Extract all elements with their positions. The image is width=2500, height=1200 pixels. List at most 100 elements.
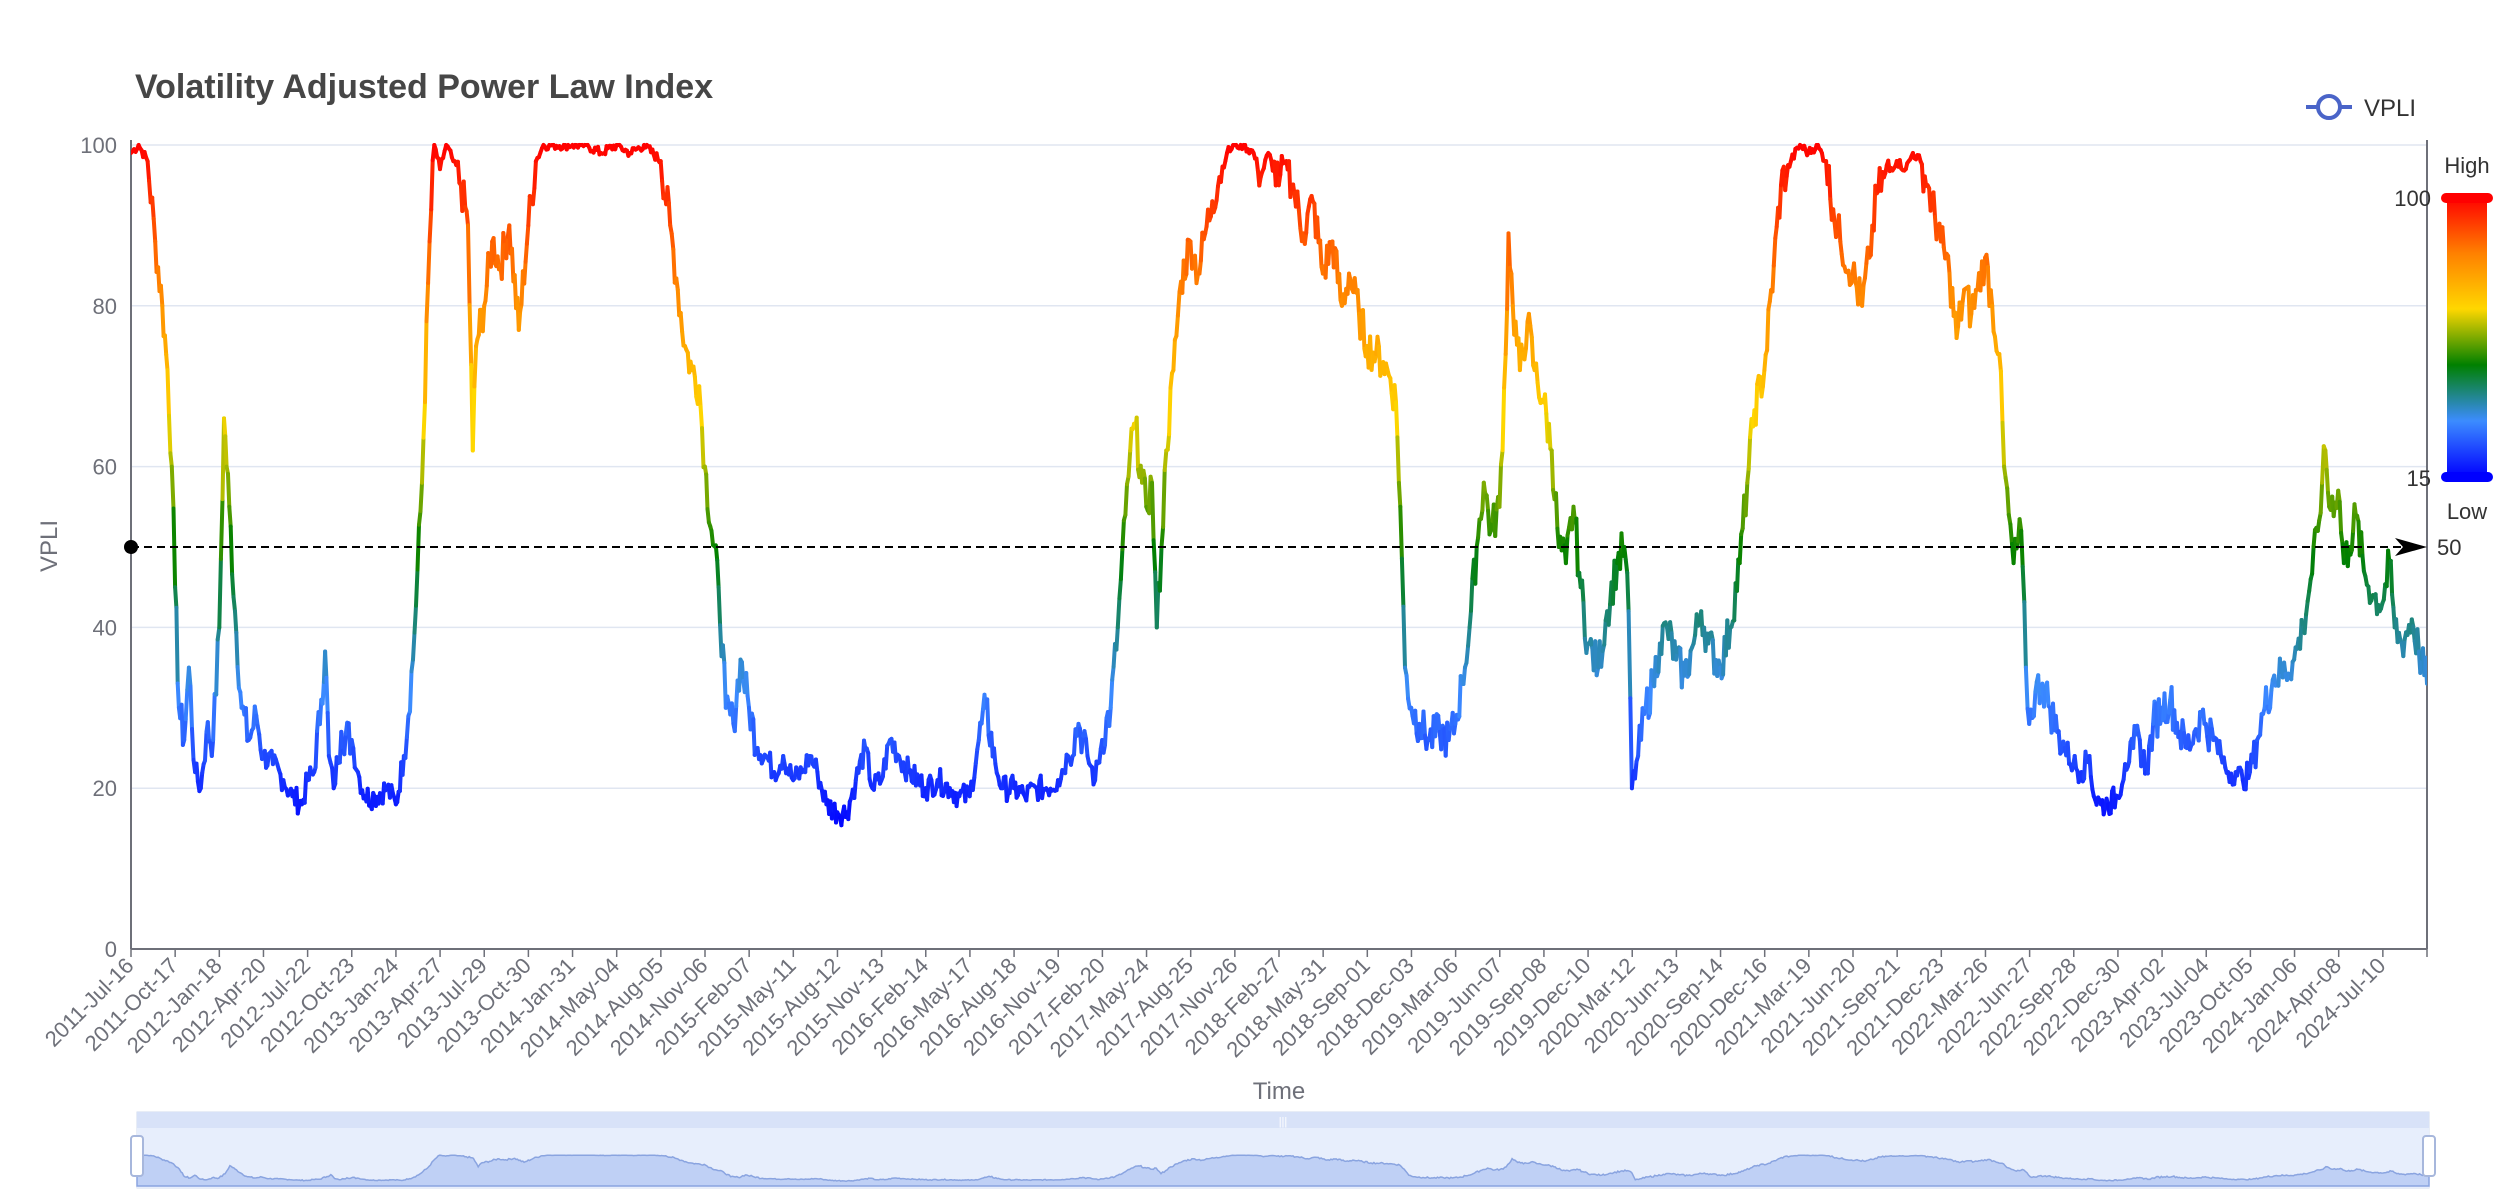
series-segment (194, 761, 200, 784)
series-segment (404, 714, 411, 739)
series-segment (162, 333, 169, 357)
series-segment (1097, 746, 1103, 765)
series-segment (2411, 624, 2417, 644)
series-vpli[interactable] (131, 143, 2427, 828)
series-segment (1950, 286, 1956, 318)
series-segment (426, 239, 432, 285)
data-zoom-preview-area (136, 1154, 2430, 1187)
series-segment (1296, 208, 1303, 231)
series-segment (420, 435, 426, 485)
series-segment (979, 707, 985, 726)
series-segment (1118, 547, 1125, 582)
series-segment (852, 778, 858, 800)
x-axis-name: Time (1253, 1078, 1305, 1105)
series-segment (2203, 721, 2210, 739)
legend-circle-icon (2316, 94, 2342, 120)
series-segment (2042, 686, 2048, 709)
series-segment (1493, 507, 1499, 538)
series-segment (1107, 705, 1113, 728)
series-segment (2268, 688, 2274, 710)
series-segment (1174, 313, 1180, 338)
visual-map-high-label: High (2444, 153, 2489, 178)
series-segment (2020, 564, 2027, 605)
series-segment (173, 585, 179, 610)
series-segment (1509, 271, 1515, 308)
data-zoom-grip-icon: ||| (1279, 1116, 1288, 1128)
y-grid (131, 144, 2427, 950)
series-segment (483, 283, 489, 303)
series-segment (1036, 778, 1042, 802)
series-segment (739, 660, 746, 683)
series-segment (1128, 426, 1134, 453)
series-segment (182, 717, 188, 742)
series-segment (1743, 480, 1750, 518)
series-segment (1461, 665, 1467, 686)
series-segment (1469, 576, 1475, 613)
series-segment (1134, 415, 1141, 472)
series-segment (1760, 368, 1767, 389)
series-segment (1157, 545, 1164, 593)
series-segment (1084, 737, 1090, 758)
series-segment (2023, 665, 2030, 711)
series-segment (992, 746, 998, 767)
series-segment (414, 567, 420, 608)
series-segment (339, 729, 345, 753)
data-zoom-left-handle[interactable] (130, 1135, 144, 1177)
series-segment (2180, 718, 2186, 735)
series-segment (167, 413, 173, 456)
series-segment (2166, 697, 2173, 715)
series-segment (1606, 602, 1613, 627)
series-segment (1184, 237, 1190, 276)
series-segment (2005, 486, 2011, 517)
series-segment (1120, 518, 1126, 552)
series-segment (1175, 290, 1182, 318)
y-tick-label: 60 (93, 455, 117, 480)
series-segment (2360, 553, 2366, 574)
visual-map-low-handle[interactable] (2441, 472, 2493, 482)
series-segment (1484, 493, 1491, 513)
series-segment (351, 746, 357, 770)
series-segment (323, 649, 329, 680)
data-zoom-right-handle[interactable] (2422, 1135, 2436, 1177)
series-segment (227, 504, 233, 529)
series-segment (1114, 625, 1120, 652)
series-segment (669, 231, 676, 252)
visual-map[interactable]: High Low 100 15 (2394, 153, 2493, 524)
series-segment (235, 665, 241, 691)
legend[interactable]: VPLI (2306, 94, 2416, 122)
series-segment (209, 738, 216, 758)
series-segment (222, 416, 228, 439)
series-segment (1625, 570, 1631, 614)
series-segment (1315, 215, 1321, 245)
series-segment (2304, 599, 2310, 617)
series-segment (705, 507, 711, 525)
series-segment (1404, 673, 1411, 701)
visual-map-high-handle[interactable] (2441, 193, 2493, 203)
series-segment (2264, 685, 2270, 709)
data-zoom-slider[interactable]: ||| (130, 1111, 2436, 1189)
series-segment (1737, 532, 1744, 566)
series-segment (1467, 608, 1473, 630)
series-segment (2087, 754, 2093, 779)
series-segment (919, 773, 925, 798)
series-segment (466, 223, 472, 307)
data-zoom-move-bar[interactable] (137, 1112, 2429, 1128)
series-segment (231, 594, 237, 614)
series-segment (1464, 643, 1471, 665)
y-tick-label: 20 (93, 776, 117, 801)
series-segment (160, 303, 166, 339)
series-segment (1770, 263, 1776, 294)
series-segment (424, 280, 431, 324)
series-segment (1746, 435, 1753, 471)
mark-line-arrow-icon (2395, 538, 2427, 556)
series-segment (1524, 319, 1530, 351)
series-segment (488, 239, 495, 269)
series-segment (1024, 784, 1030, 803)
series-segment (1165, 432, 1172, 452)
mark-line-50: 50 (124, 535, 2461, 560)
series-segment (1063, 752, 1069, 776)
series-segment (938, 767, 944, 798)
series-segment (1777, 183, 1783, 220)
series-segment (1993, 334, 1999, 353)
series-segment (1753, 382, 1760, 427)
